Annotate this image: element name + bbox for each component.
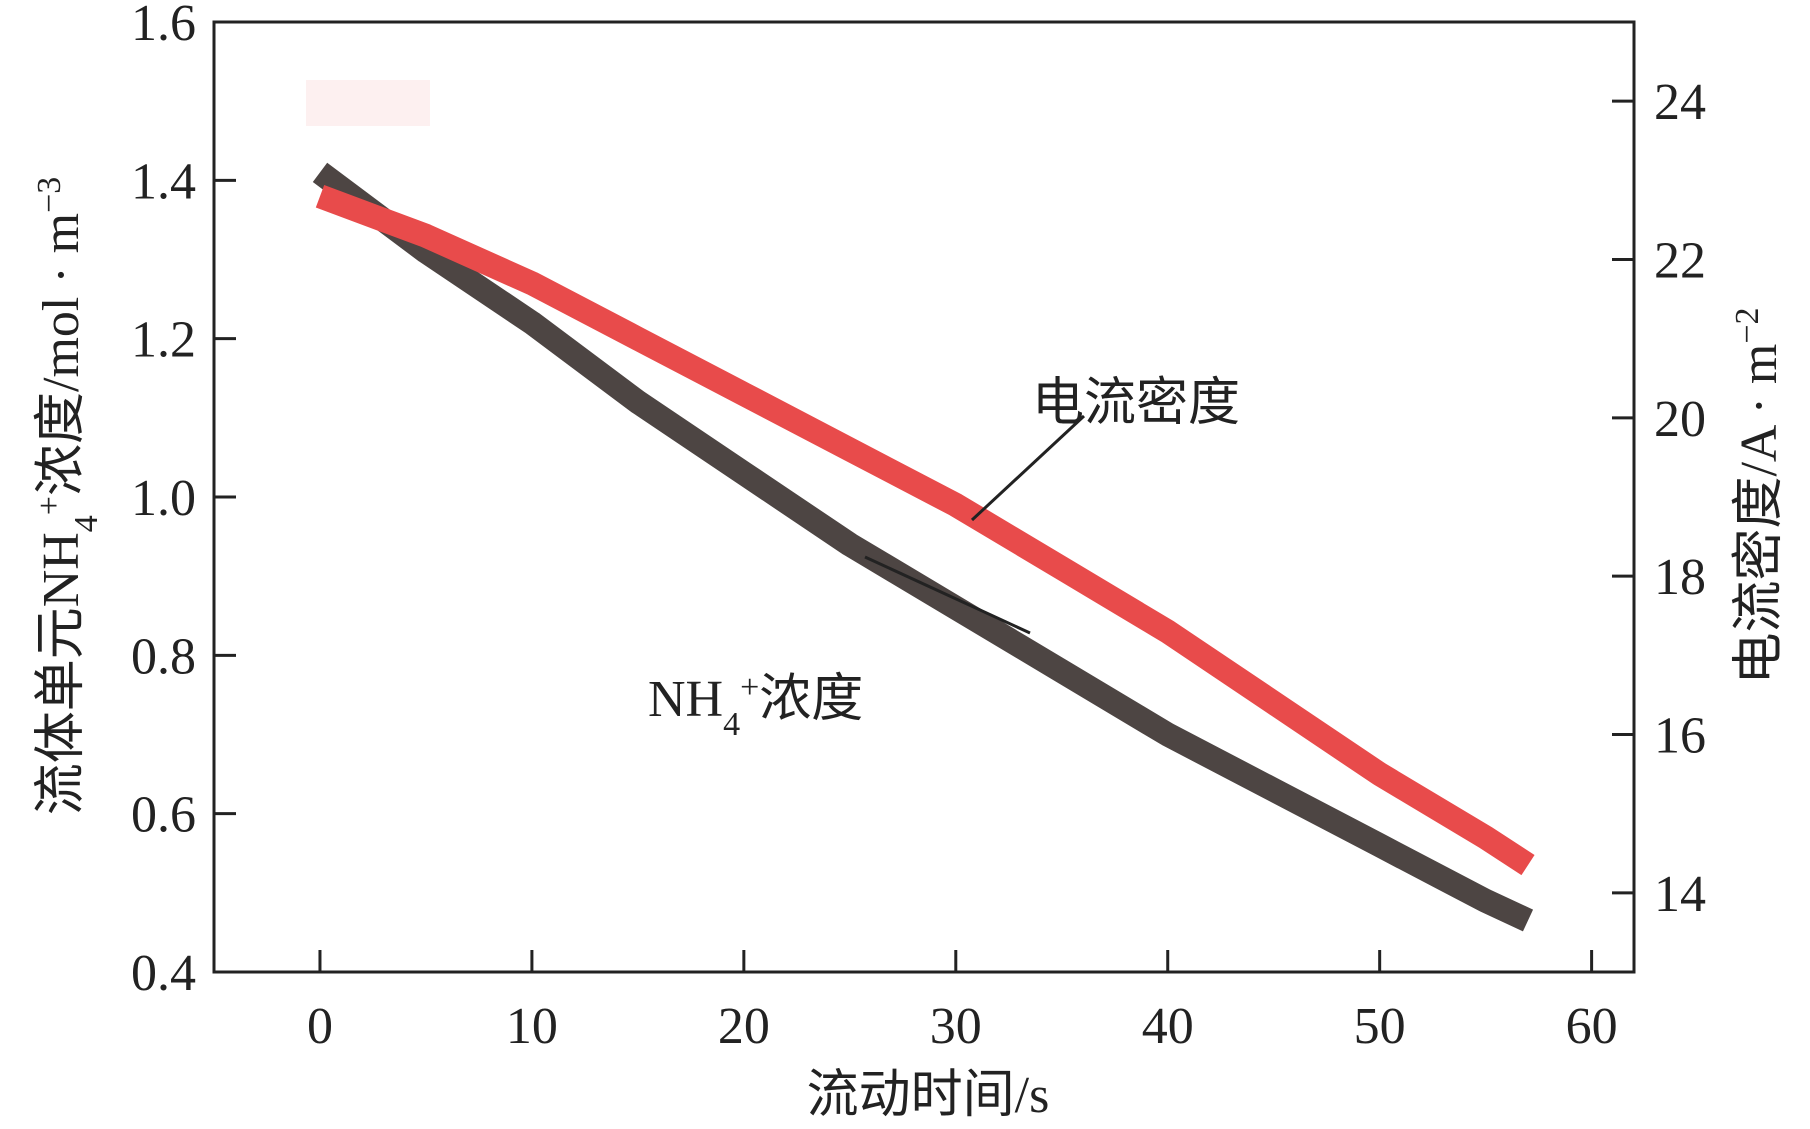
nh4-annotation-label: NH4+浓度 (648, 669, 863, 743)
x-tick-label: 50 (1354, 998, 1406, 1055)
y-left-tick-label: 0.6 (131, 787, 196, 844)
y-right-tick-label: 22 (1654, 233, 1706, 290)
x-axis-title: 流动时间/s (807, 1067, 1050, 1124)
y-axis-left-title: 流体单元NH4+浓度/mol · m−3 (31, 177, 105, 816)
x-tick-label: 0 (307, 998, 333, 1055)
y-right-tick-label: 24 (1654, 74, 1706, 131)
x-tick-label: 10 (506, 998, 558, 1055)
y-axis-right-title: 电流密度/A · m−2 (1729, 307, 1789, 684)
current-annotation-label: 电流密度 (1032, 375, 1240, 432)
y-right-tick-label: 14 (1654, 866, 1706, 923)
y-right-tick-label: 20 (1654, 391, 1706, 448)
x-tick-label: 40 (1142, 998, 1194, 1055)
y-right-tick-label: 18 (1654, 549, 1706, 606)
y-left-tick-label: 1.2 (131, 312, 196, 369)
legend-patch (306, 80, 430, 126)
current-annotation-leader (970, 414, 1086, 522)
x-tick-label: 30 (930, 998, 982, 1055)
y-axis-left: 0.4 0.6 0.8 1.0 1.2 1.4 1.6 (131, 0, 236, 1002)
series-line-1 (312, 162, 1534, 932)
y-right-tick-label: 16 (1654, 708, 1706, 765)
y-left-tick-label: 0.4 (131, 945, 196, 1002)
y-left-tick-label: 1.4 (131, 153, 196, 210)
y-left-tick-label: 1.6 (131, 0, 196, 52)
x-tick-label: 60 (1566, 998, 1618, 1055)
x-tick-label: 20 (718, 998, 770, 1055)
y-left-tick-label: 1.0 (131, 470, 196, 527)
nh4-annotation-leader (864, 555, 1031, 635)
series-line-2 (315, 184, 1535, 876)
x-axis: 0 10 20 30 40 50 60 (307, 950, 1618, 1055)
series-layer (312, 162, 1535, 932)
y-axis-right: 14 16 18 20 22 24 (1612, 74, 1706, 923)
y-left-tick-label: 0.8 (131, 628, 196, 685)
